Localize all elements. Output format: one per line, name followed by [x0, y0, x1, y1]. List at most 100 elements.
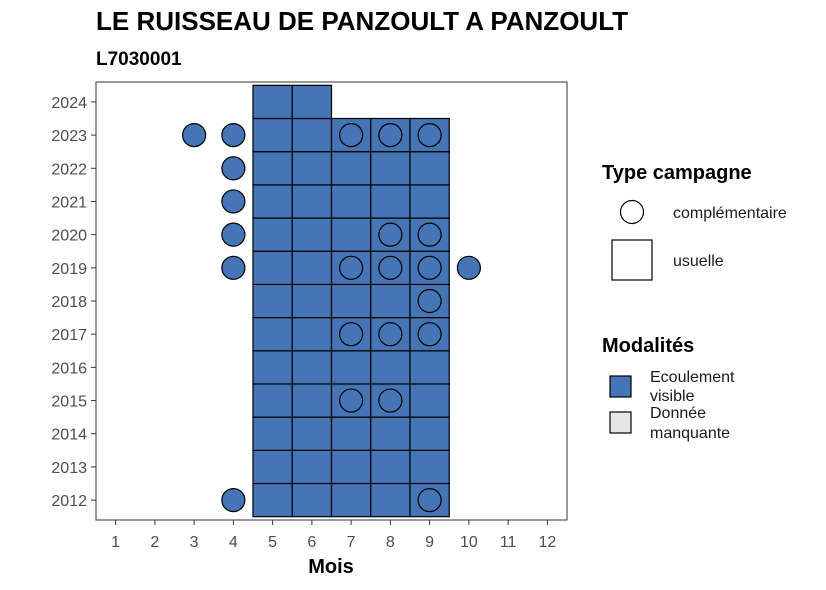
complementaire-point: [221, 222, 246, 247]
complementaire-point: [417, 122, 442, 148]
usuelle-tile: [409, 416, 450, 451]
complementaire-point: [417, 487, 442, 513]
complementaire-point: [417, 222, 442, 247]
usuelle-tile: [291, 316, 333, 352]
y-tick-label: 2022: [51, 161, 87, 178]
complementaire-point: [182, 122, 207, 148]
usuelle-tile: [291, 84, 333, 120]
complementaire-point: [456, 255, 481, 280]
y-tick-label: 2014: [51, 427, 87, 444]
y-tick-label: 2015: [51, 394, 87, 411]
usuelle-tile: [330, 217, 372, 252]
complementaire-point: [221, 189, 246, 214]
usuelle-tile: [370, 482, 411, 518]
complementaire-point: [417, 322, 442, 347]
usuelle-tile: [252, 383, 293, 418]
usuelle-tile: [330, 416, 372, 451]
y-tick-label: 2013: [51, 460, 87, 477]
legend-label-manquante-1: Donnée: [650, 405, 706, 422]
y-tick-label: 2020: [51, 228, 87, 245]
usuelle-tile: [291, 117, 333, 153]
complementaire-point: [221, 156, 246, 181]
usuelle-tile: [291, 184, 333, 219]
complementaire-point: [417, 255, 442, 280]
x-tick-label: 6: [307, 534, 316, 551]
usuelle-tile: [291, 151, 333, 186]
usuelle-tile: [252, 250, 293, 286]
usuelle-tile: [291, 482, 333, 518]
x-tick-label: 10: [460, 534, 478, 551]
complementaire-point: [378, 255, 403, 280]
usuelle-tile: [409, 151, 450, 186]
usuelle-tiles: [252, 84, 450, 518]
complementaire-points: [182, 122, 481, 513]
legend-swatch-ecoulement: [609, 375, 632, 398]
chart-title: LE RUISSEAU DE PANZOULT A PANZOULT: [96, 6, 628, 36]
y-tick-label: 2023: [51, 128, 87, 145]
usuelle-tile: [291, 383, 333, 418]
usuelle-tile: [330, 482, 372, 518]
usuelle-tile: [409, 383, 450, 418]
usuelle-tile: [330, 350, 372, 385]
legend-label-manquante-2: manquante: [650, 425, 730, 442]
chart-subtitle: L7030001: [96, 49, 182, 70]
usuelle-tile: [370, 184, 411, 219]
usuelle-tile: [330, 283, 372, 319]
usuelle-tile: [409, 449, 450, 485]
complementaire-point: [339, 122, 364, 148]
complementaire-point: [221, 487, 246, 513]
usuelle-tile: [330, 151, 372, 186]
y-tick-label: 2018: [51, 294, 87, 311]
x-tick-label: 3: [190, 534, 199, 551]
legend-label-usuelle: usuelle: [673, 253, 724, 270]
legend-title-modalites: Modalités: [602, 335, 694, 357]
complementaire-point: [339, 255, 364, 280]
usuelle-tile: [291, 217, 333, 252]
plot-panel: [95, 81, 568, 521]
legend-label-complementaire: complémentaire: [673, 205, 787, 222]
usuelle-tile: [370, 416, 411, 451]
usuelle-tile: [252, 217, 293, 252]
x-tick-label: 5: [268, 534, 277, 551]
complementaire-point: [378, 222, 403, 247]
x-tick-label: 8: [386, 534, 395, 551]
legend-label-ecoulement-2: visible: [650, 388, 695, 405]
usuelle-tile: [370, 449, 411, 485]
usuelle-tile: [252, 84, 293, 120]
x-axis-title: Mois: [308, 556, 354, 578]
usuelle-tile: [252, 184, 293, 219]
usuelle-tile: [370, 283, 411, 319]
legend-swatch-manquante: [609, 411, 632, 434]
x-tick-label: 1: [111, 534, 120, 551]
complementaire-point: [221, 255, 246, 280]
x-tick-label: 4: [229, 534, 238, 551]
y-tick-label: 2021: [51, 194, 87, 211]
legend-circle-swatch: [619, 199, 645, 225]
complementaire-point: [417, 288, 442, 314]
complementaire-point: [378, 322, 403, 347]
usuelle-tile: [330, 184, 372, 219]
complementaire-point: [221, 122, 246, 148]
y-axis: 2012 2013 2014 2015 2016 2017 2018 2019 2020 2021…: [51, 95, 96, 510]
usuelle-tile: [252, 416, 293, 451]
usuelle-tile: [291, 350, 333, 385]
usuelle-tile: [370, 151, 411, 186]
usuelle-tile: [291, 416, 333, 451]
complementaire-point: [339, 322, 364, 347]
usuelle-tile: [409, 350, 450, 385]
legend-label-ecoulement-1: Ecoulement: [650, 369, 735, 386]
usuelle-tile: [330, 449, 372, 485]
y-tick-label: 2012: [51, 493, 87, 510]
usuelle-tile: [252, 151, 293, 186]
complementaire-point: [339, 388, 364, 413]
legend-title-type: Type campagne: [602, 162, 752, 184]
y-tick-label: 2024: [51, 95, 87, 112]
usuelle-tile: [291, 250, 333, 286]
x-tick-label: 11: [500, 534, 517, 551]
x-axis: 1 2 3 4 5 6 7 8 9 10 11 12: [111, 520, 556, 551]
legend-square-swatch: [611, 239, 653, 281]
complementaire-point: [378, 122, 403, 148]
y-tick-label: 2016: [51, 360, 87, 377]
usuelle-tile: [252, 117, 293, 153]
usuelle-tile: [291, 283, 333, 319]
